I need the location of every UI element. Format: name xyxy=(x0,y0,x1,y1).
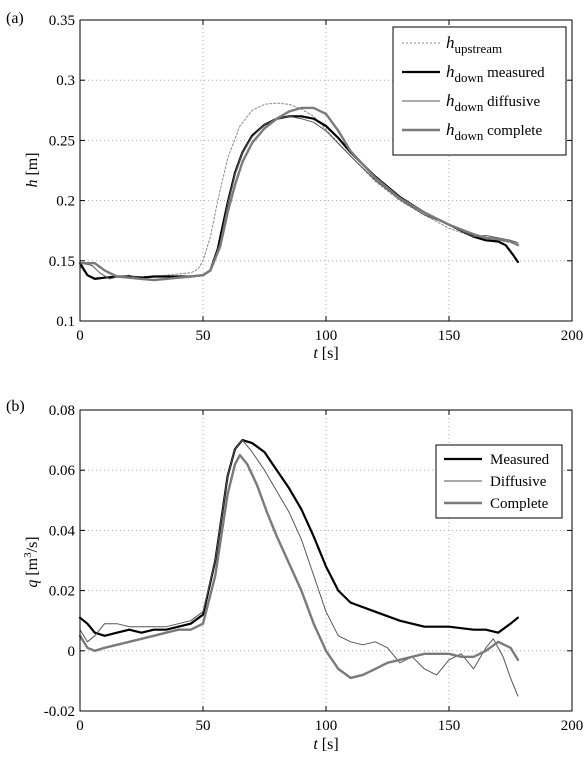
panel-a-legend: hupstream hdown measured hdown diffusive hd… xyxy=(392,26,567,156)
legend-label-0: hupstream xyxy=(446,33,502,56)
x-tick-label: 150 xyxy=(438,328,461,344)
legend-label-2: hdown diffusive xyxy=(446,91,541,114)
x-tick-label: 50 xyxy=(196,328,211,344)
panel-a-ticks: 0 50 100 150 200 0.1 0.15 0.2 0.25 0.3 0.35 xyxy=(49,13,584,344)
y-tick-label: 0.1 xyxy=(56,314,75,330)
x-tick-label: 200 xyxy=(561,718,584,734)
x-tick-label: 200 xyxy=(561,328,584,344)
x-tick-label: 100 xyxy=(315,718,338,734)
y-tick-label: 0.25 xyxy=(49,133,75,149)
y-tick-label: 0 xyxy=(68,644,76,660)
panel-a-label: (a) xyxy=(6,10,24,27)
panel-b-frame xyxy=(79,409,573,712)
y-tick-label: 0.08 xyxy=(49,403,75,419)
y-tick-label: 0.04 xyxy=(49,523,76,539)
y-tick-label: 0.02 xyxy=(49,584,75,600)
x-tick-label: 0 xyxy=(76,328,84,344)
legend-label-2: Complete xyxy=(490,496,549,512)
panel-a-legend-box xyxy=(392,26,567,156)
x-tick-label: 100 xyxy=(315,328,338,344)
panel-b-xlabel: t [s] xyxy=(313,736,338,753)
panel-b-ylabel: q [m3/s] xyxy=(22,536,41,587)
panel-a-frame xyxy=(79,19,573,322)
panel-b-series xyxy=(78,439,520,697)
legend-label-1: hdown measured xyxy=(446,62,545,85)
series-line-0 xyxy=(78,439,520,637)
series-line-3 xyxy=(78,106,520,282)
y-tick-label: -0.02 xyxy=(44,704,75,720)
panel-a-xlabel: t [s] xyxy=(313,345,338,362)
x-tick-label: 50 xyxy=(196,718,211,734)
panel-a-ylabel: h [m] xyxy=(24,152,41,187)
y-tick-label: 0.15 xyxy=(49,254,75,270)
panel-b-legend: Measured Diffusive Complete xyxy=(435,444,563,519)
series-line-1 xyxy=(79,439,519,697)
panel-a: (a) 0 50 100 150 200 0.1 0.15 0.2 0.25 0.3 0.35 t … xyxy=(6,10,583,362)
y-tick-label: 0.2 xyxy=(56,194,75,210)
panel-a-series xyxy=(78,102,520,282)
y-tick-label: 0.3 xyxy=(56,73,75,89)
y-tick-label: 0.06 xyxy=(49,463,76,479)
x-tick-label: 150 xyxy=(438,718,461,734)
x-tick-label: 0 xyxy=(76,718,84,734)
series-line-2 xyxy=(78,453,520,680)
legend-label-3: hdown complete xyxy=(446,120,542,143)
legend-label-1: Diffusive xyxy=(490,474,547,490)
legend-label-0: Measured xyxy=(490,452,550,468)
y-tick-label: 0.35 xyxy=(49,13,75,29)
panel-b-label: (b) xyxy=(6,398,25,415)
